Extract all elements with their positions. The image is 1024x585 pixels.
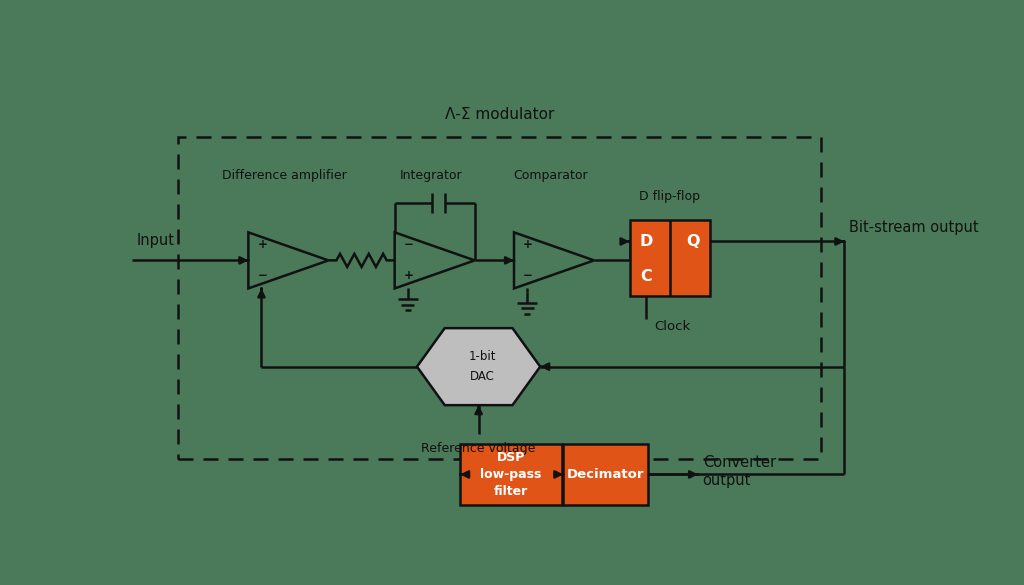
Bar [178,137,821,459]
Text: Comparator: Comparator [513,169,588,182]
FancyBboxPatch shape [460,443,562,505]
Text: D: D [640,234,653,249]
Text: low-pass: low-pass [480,468,542,481]
Text: −: − [523,269,532,283]
Polygon shape [249,232,329,288]
Text: Reference voltage: Reference voltage [422,442,536,455]
Text: +: + [523,239,532,252]
Text: +: + [403,269,414,283]
FancyBboxPatch shape [630,221,711,296]
Text: Input: Input [137,233,175,248]
FancyBboxPatch shape [563,443,648,505]
Text: Clock: Clock [654,320,690,333]
Polygon shape [514,232,594,288]
Text: Q: Q [687,234,700,249]
Text: −: − [403,239,414,252]
Text: Difference amplifier: Difference amplifier [222,169,347,182]
Text: D flip-flop: D flip-flop [639,190,700,204]
Text: C: C [641,269,652,284]
Text: 1-bit: 1-bit [469,350,497,363]
Text: filter: filter [494,485,528,498]
Text: Integrator: Integrator [399,169,462,182]
Polygon shape [417,328,541,405]
Text: +: + [257,239,267,252]
Text: DSP: DSP [497,451,525,464]
Text: −: − [257,269,267,283]
Text: Bit-stream output: Bit-stream output [849,220,979,235]
Polygon shape [394,232,475,288]
Text: DAC: DAC [470,370,495,383]
Text: Λ-Σ modulator: Λ-Σ modulator [445,107,554,122]
Text: Decimator: Decimator [567,468,644,481]
Text: Converter
output: Converter output [702,455,776,487]
